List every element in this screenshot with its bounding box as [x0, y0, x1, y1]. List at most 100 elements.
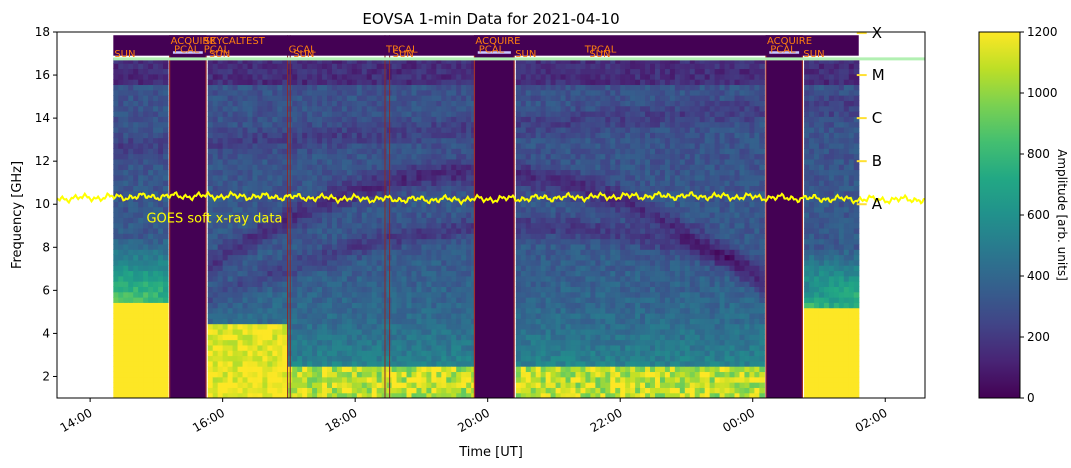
- heatmap-cell: [262, 201, 268, 208]
- heatmap-cell: [297, 137, 303, 144]
- heatmap-cell: [416, 249, 423, 256]
- heatmap-cell: [148, 265, 154, 272]
- heatmap-cell: [406, 360, 413, 367]
- heatmap-cell: [431, 366, 437, 373]
- heatmap-cell: [351, 116, 358, 123]
- heatmap-cell: [257, 270, 264, 277]
- heatmap-cell: [376, 302, 383, 309]
- heatmap-cell: [212, 211, 219, 218]
- heatmap-cell: [406, 201, 413, 208]
- heatmap-cell: [282, 116, 288, 123]
- heatmap-cell: [461, 334, 467, 341]
- heatmap-cell: [302, 180, 308, 186]
- heatmap-cell: [371, 350, 378, 357]
- heatmap-cell: [237, 169, 244, 176]
- heatmap-cell: [277, 174, 283, 181]
- heatmap-cell: [331, 169, 338, 176]
- heatmap-cell: [302, 185, 308, 192]
- heatmap-cell: [227, 387, 234, 394]
- heatmap-cell: [575, 79, 582, 86]
- heatmap-cell: [272, 73, 278, 80]
- heatmap-cell: [133, 243, 139, 250]
- heatmap-cell: [153, 238, 159, 245]
- heatmap-cell: [227, 307, 234, 314]
- heatmap-cell: [331, 201, 338, 208]
- heatmap-cell: [575, 100, 582, 107]
- heatmap-cell: [461, 360, 467, 367]
- heatmap-cell: [138, 382, 144, 388]
- heatmap-cell: [123, 79, 129, 86]
- heatmap-cell: [217, 110, 224, 117]
- heatmap-cell: [302, 132, 308, 139]
- heatmap-cell: [267, 105, 273, 112]
- heatmap-cell: [252, 360, 259, 367]
- heatmap-cell: [456, 174, 462, 181]
- heatmap-cell: [406, 307, 413, 314]
- heatmap-cell: [366, 89, 373, 96]
- heatmap-cell: [237, 89, 244, 96]
- heatmap-cell: [411, 344, 418, 351]
- heatmap-cell: [446, 100, 452, 107]
- heatmap-cell: [158, 350, 164, 357]
- heatmap-cell: [426, 57, 432, 64]
- heatmap-cell: [376, 142, 383, 149]
- heatmap-cell: [207, 110, 214, 117]
- heatmap-cell: [148, 355, 154, 362]
- heatmap-cell: [406, 84, 413, 91]
- heatmap-cell: [272, 355, 278, 362]
- heatmap-cell: [336, 360, 343, 367]
- heatmap-cell: [143, 158, 149, 165]
- heatmap-cell: [515, 105, 522, 112]
- heatmap-cell: [451, 211, 457, 218]
- heatmap-cell: [257, 291, 264, 298]
- heatmap-cell: [371, 174, 378, 181]
- heatmap-cell: [466, 68, 472, 75]
- heatmap-cell: [341, 270, 348, 277]
- heatmap-cell: [371, 265, 378, 272]
- heatmap-cell: [560, 84, 567, 91]
- heatmap-cell: [426, 291, 432, 298]
- heatmap-cell: [227, 185, 234, 192]
- heatmap-cell: [252, 323, 259, 330]
- heatmap-cell: [262, 217, 268, 224]
- heatmap-cell: [322, 366, 328, 373]
- heatmap-cell: [381, 233, 388, 240]
- heatmap-cell: [381, 180, 388, 186]
- heatmap-cell: [227, 110, 234, 117]
- heatmap-cell: [331, 206, 338, 213]
- heatmap-cell: [222, 121, 229, 128]
- heatmap-cell: [148, 121, 154, 128]
- heatmap-cell: [411, 89, 418, 96]
- heatmap-cell: [257, 227, 264, 234]
- heatmap-cell: [277, 323, 283, 330]
- heatmap-cell: [396, 180, 403, 186]
- heatmap-cell: [322, 169, 328, 176]
- heatmap-cell: [113, 360, 119, 367]
- heatmap-cell: [456, 142, 462, 149]
- heatmap-cell: [128, 95, 134, 101]
- heatmap-cell: [515, 238, 522, 245]
- heatmap-cell: [381, 302, 388, 309]
- heatmap-cell: [436, 84, 442, 91]
- heatmap-cell: [282, 387, 288, 394]
- heatmap-cell: [525, 164, 532, 171]
- heatmap-cell: [381, 79, 388, 86]
- heatmap-cell: [207, 243, 214, 250]
- heatmap-cell: [312, 275, 318, 282]
- heatmap-cell: [361, 334, 368, 341]
- heatmap-cell: [376, 387, 383, 394]
- heatmap-cell: [431, 328, 437, 335]
- heatmap-cell: [351, 105, 358, 112]
- heatmap-cell: [560, 132, 567, 139]
- heatmap-cell: [292, 259, 298, 266]
- heatmap-cell: [371, 116, 378, 123]
- heatmap-cell: [570, 73, 577, 80]
- heatmap-cell: [575, 201, 582, 208]
- heatmap-cell: [327, 265, 333, 272]
- heatmap-cell: [416, 180, 423, 186]
- heatmap-cell: [550, 382, 557, 388]
- heatmap-cell: [327, 254, 333, 261]
- heatmap-cell: [401, 238, 408, 245]
- heatmap-cell: [277, 238, 283, 245]
- heatmap-cell: [282, 350, 288, 357]
